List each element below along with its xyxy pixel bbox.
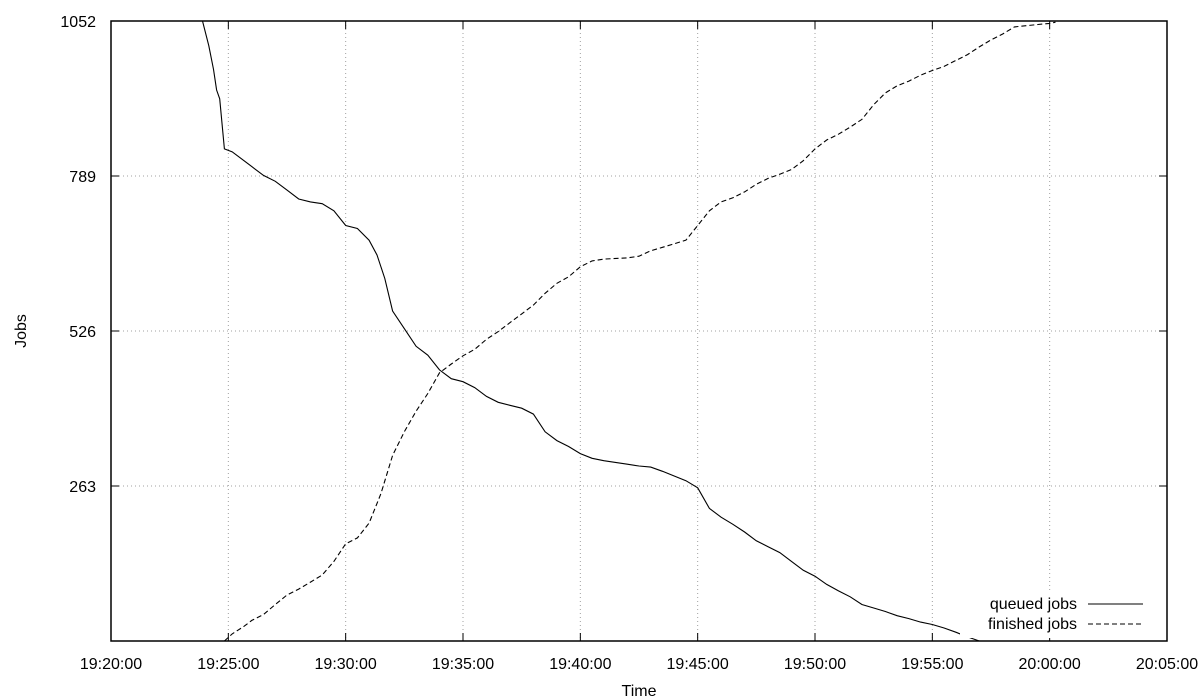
x-tick-labels: 19:20:00 19:25:00 19:30:00 19:35:00 19:40:00… — [80, 656, 1198, 673]
x-tick-label: 20:05:00 — [1136, 656, 1198, 673]
y-tick-label: 526 — [69, 324, 96, 341]
series-line-finished-jobs — [224, 21, 1056, 642]
grid — [111, 20, 1167, 641]
y-tick-label: 263 — [69, 479, 96, 496]
axis-ticks — [110, 20, 1168, 641]
x-tick-label: 19:25:00 — [197, 656, 259, 673]
legend-label: finished jobs — [988, 616, 1077, 633]
x-tick-label: 19:50:00 — [784, 656, 846, 673]
x-tick-label: 19:40:00 — [549, 656, 611, 673]
x-tick-label: 20:00:00 — [1019, 656, 1081, 673]
y-tick-label: 1052 — [60, 14, 96, 31]
y-tick-labels: 263 526 789 1052 — [60, 14, 96, 496]
legend-label: queued jobs — [990, 596, 1077, 613]
y-axis-label: Jobs — [13, 314, 30, 348]
x-tick-label: 19:55:00 — [901, 656, 963, 673]
legend: queued jobs finished jobs — [960, 590, 1160, 638]
x-tick-label: 19:20:00 — [80, 656, 142, 673]
x-tick-label: 19:35:00 — [432, 656, 494, 673]
x-tick-label: 19:30:00 — [315, 656, 377, 673]
x-tick-label: 19:45:00 — [667, 656, 729, 673]
plot-frame — [110, 20, 1168, 642]
legend-background — [960, 590, 1160, 638]
x-axis-label: Time — [622, 683, 657, 700]
series-line-queued-jobs — [201, 20, 980, 642]
series-lines — [201, 20, 1056, 642]
y-tick-label: 789 — [69, 169, 96, 186]
